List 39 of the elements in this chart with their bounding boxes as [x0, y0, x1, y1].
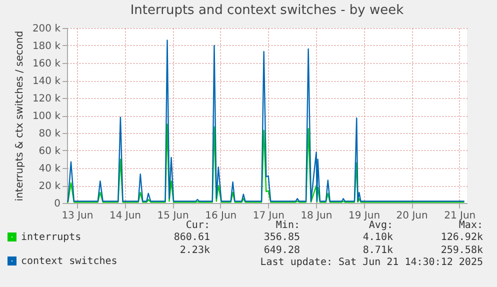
text: Cur:	[186, 220, 210, 232]
y-axis-title: interrupts & ctx switches / second	[14, 30, 26, 202]
y-tick-label: 100 k	[32, 111, 61, 122]
y-tick-label: 140 k	[32, 76, 61, 87]
text: 649.28	[262, 244, 300, 257]
x-tick-label: 20 Jun	[396, 210, 428, 222]
chart-title: Interrupts and context switches - by week	[130, 3, 404, 18]
text: 126.92k	[440, 232, 483, 245]
x-tick-label: 14 Jun	[109, 210, 142, 222]
line-series	[66, 40, 465, 202]
legend-label: context switches	[21, 256, 118, 267]
text: Avg:	[368, 220, 393, 232]
x-tick-label: 13 Jun	[62, 210, 94, 222]
x-tick-label: 19 Jun	[348, 210, 380, 222]
text: 2.23k	[178, 244, 210, 257]
x-tick-label: 15 Jun	[157, 210, 189, 222]
text: Max:	[458, 220, 483, 232]
y-tick-label: 200 k	[32, 24, 61, 34]
y-tick-label: 160 k	[32, 58, 61, 70]
x-tick-label: 21 Jun	[444, 210, 476, 222]
x-tick-label: 17 Jun	[252, 210, 284, 222]
line-series	[66, 124, 465, 203]
y-tick-label: 40 k	[38, 164, 61, 174]
text: 356.85	[262, 232, 300, 245]
text: 4.10k	[362, 232, 393, 245]
y-tick-label: 60 k	[38, 146, 61, 157]
text: 259.58k	[440, 244, 483, 257]
x-tick-label: 16 Jun	[205, 210, 237, 222]
text: Last update: Sat Jun 21 14:30:12 2025	[259, 256, 483, 270]
x-tick-label: 18 Jun	[300, 210, 332, 222]
text: Min:	[276, 220, 300, 232]
y-tick-label: 80 k	[38, 128, 61, 140]
text: 860.61	[172, 232, 210, 245]
y-tick-label: 20 k	[38, 181, 61, 192]
legend-label: interrupts	[21, 232, 82, 243]
text: 8.71k	[362, 244, 393, 257]
y-tick-label: 120 k	[32, 94, 61, 104]
y-tick-label: 180 k	[32, 41, 61, 52]
y-tick-label: 0	[54, 198, 60, 210]
